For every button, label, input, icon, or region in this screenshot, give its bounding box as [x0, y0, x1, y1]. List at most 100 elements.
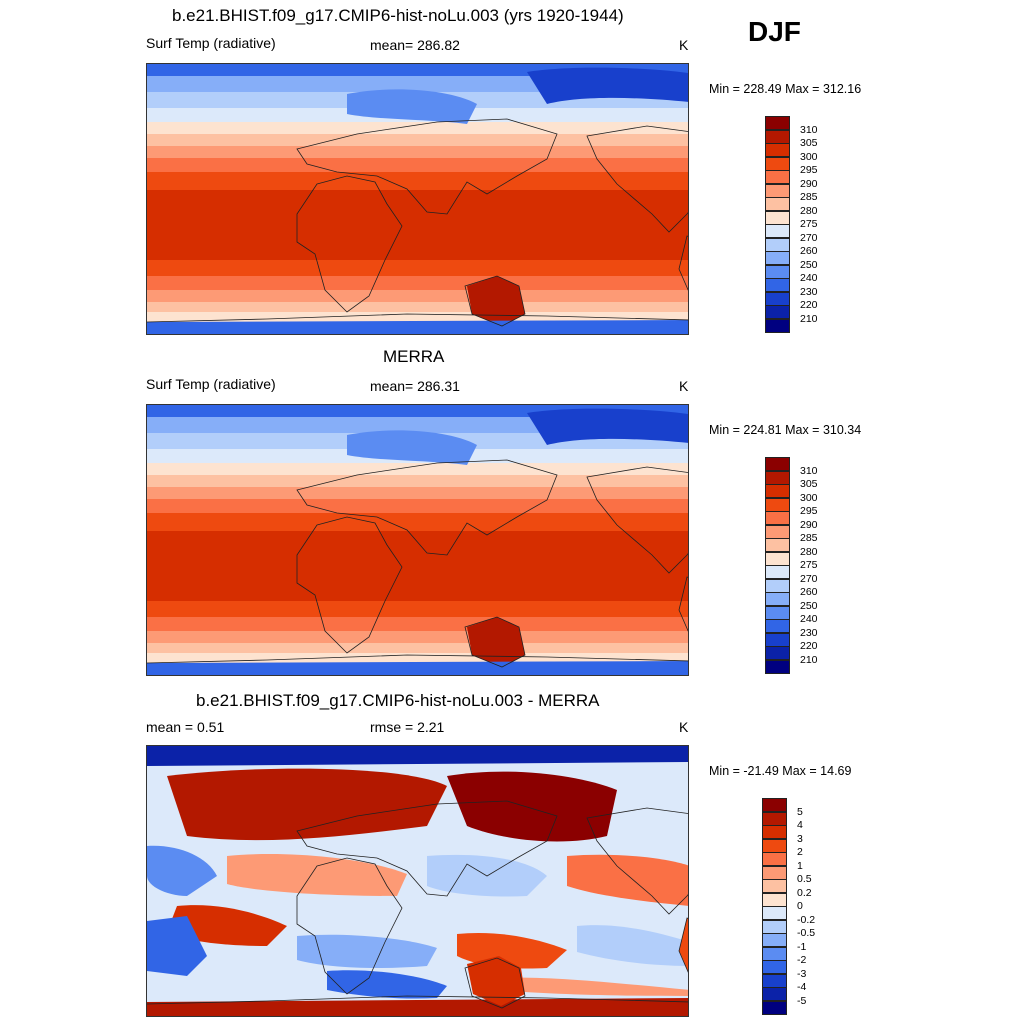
colorbar-tick-label: -2: [797, 954, 807, 966]
colorbar-tick-label: 270: [800, 572, 818, 585]
colorbar-swatch: [765, 497, 790, 512]
colorbar-tick-label: 290: [800, 177, 818, 190]
colorbar-swatch: [765, 592, 790, 606]
colorbar-swatch: [762, 879, 787, 893]
colorbar-swatch: [765, 619, 790, 633]
colorbar-swatch: [765, 457, 790, 471]
colorbar-swatch: [765, 291, 790, 306]
colorbar-swatch: [765, 170, 790, 184]
panel2-variable-label: Surf Temp (radiative): [146, 376, 276, 392]
colorbar-swatch: [762, 892, 787, 907]
colorbar-tick-label: -4: [797, 981, 807, 993]
colorbar-tick-label: 290: [800, 518, 818, 531]
colorbar-swatch: [762, 852, 787, 866]
colorbar-swatch: [765, 538, 790, 552]
colorbar-swatch: [762, 825, 787, 839]
colorbar-tick-label: -1: [797, 940, 807, 953]
colorbar-tick-label: 5: [797, 805, 803, 818]
colorbar-swatch: [762, 811, 787, 826]
season-label: DJF: [748, 16, 801, 47]
colorbar-swatch: [765, 278, 790, 292]
colorbar-tick-label: 220: [800, 640, 818, 652]
colorbar-swatch: [765, 305, 790, 319]
colorbar-swatch: [765, 524, 790, 539]
colorbar-tick-label: 210: [800, 312, 818, 325]
colorbar-swatch: [765, 484, 790, 498]
colorbar-tick-label: 240: [800, 613, 818, 625]
colorbar-swatch: [765, 511, 790, 525]
colorbar-tick-label: 295: [800, 505, 818, 517]
colorbar-tick-label: 0: [797, 900, 803, 912]
colorbar-tick-label: 2: [797, 846, 803, 858]
colorbar-swatch: [762, 1000, 787, 1015]
colorbar-swatch: [765, 251, 790, 265]
colorbar-swatch: [765, 129, 790, 144]
panel3-rmse-label: rmse = 2.21: [370, 719, 445, 735]
colorbar-swatch: [765, 659, 790, 674]
colorbar-swatch: [762, 838, 787, 853]
colorbar-swatch: [765, 224, 790, 238]
colorbar-tick-label: 250: [800, 599, 818, 612]
colorbar-tick-label: 285: [800, 191, 818, 203]
colorbar-swatch: [762, 919, 787, 934]
colorbar-swatch: [765, 156, 790, 171]
colorbar-swatch: [765, 578, 790, 593]
colorbar-tick-label: 230: [800, 285, 818, 298]
panel1-units-label: K: [679, 37, 689, 53]
panel2-mean-label: mean= 286.31: [370, 378, 460, 394]
colorbar-swatch: [765, 318, 790, 333]
colorbar-swatch: [762, 987, 787, 1001]
panel2-title: MERRA: [383, 347, 445, 366]
colorbar-swatch: [765, 646, 790, 660]
colorbar-tick-label: 300: [800, 491, 818, 504]
panel3-map: [146, 745, 689, 1017]
colorbar-tick-label: -0.5: [797, 927, 816, 939]
panel2-minmax-label: Min = 224.81 Max = 310.34: [709, 423, 862, 437]
colorbar-tick-label: 295: [800, 164, 818, 176]
colorbar-tick-label: -0.2: [797, 913, 816, 926]
panel1-map: [146, 63, 689, 335]
colorbar-swatch: [765, 197, 790, 211]
colorbar-tick-label: 230: [800, 626, 818, 639]
colorbar-swatch: [765, 237, 790, 252]
colorbar-tick-label: 310: [800, 123, 818, 136]
colorbar-swatch: [765, 116, 790, 130]
colorbar-tick-label: 0.2: [797, 886, 812, 899]
colorbar-tick-label: 1: [797, 859, 803, 872]
colorbar-tick-label: 275: [800, 218, 818, 230]
panel1-title: b.e21.BHIST.f09_g17.CMIP6-hist-noLu.003 …: [172, 6, 624, 25]
colorbar-tick-label: -3: [797, 967, 807, 980]
colorbar-tick-label: 305: [800, 478, 818, 490]
panel3-mean-label: mean = 0.51: [146, 719, 225, 735]
colorbar-swatch: [765, 183, 790, 198]
colorbar-swatch: [765, 210, 790, 225]
colorbar-tick-label: 310: [800, 464, 818, 477]
colorbar-swatch: [762, 933, 787, 947]
panel3-minmax-label: Min = -21.49 Max = 14.69: [709, 764, 852, 778]
colorbar-swatch: [765, 470, 790, 485]
colorbar-swatch: [762, 798, 787, 812]
colorbar-tick-label: 240: [800, 272, 818, 284]
colorbar-tick-label: 305: [800, 137, 818, 149]
colorbar-swatch: [765, 565, 790, 579]
colorbar-swatch: [765, 605, 790, 620]
colorbar-swatch: [765, 632, 790, 647]
colorbar-tick-label: 260: [800, 586, 818, 598]
colorbar-tick-label: 280: [800, 545, 818, 558]
colorbar-swatch: [762, 960, 787, 974]
panel2-units-label: K: [679, 378, 689, 394]
panel1-variable-label: Surf Temp (radiative): [146, 35, 276, 51]
panel1-mean-label: mean= 286.82: [370, 37, 460, 53]
colorbar-tick-label: -5: [797, 994, 807, 1007]
colorbar-tick-label: 3: [797, 832, 803, 845]
panel1-minmax-label: Min = 228.49 Max = 312.16: [709, 82, 862, 96]
colorbar-tick-label: 4: [797, 819, 803, 831]
panel2-map: [146, 404, 689, 676]
colorbar-swatch: [762, 946, 787, 961]
colorbar-swatch: [765, 264, 790, 279]
colorbar-tick-label: 260: [800, 245, 818, 257]
colorbar-tick-label: 0.5: [797, 873, 812, 885]
panel3-units-label: K: [679, 719, 689, 735]
colorbar-tick-label: 285: [800, 532, 818, 544]
colorbar-tick-label: 300: [800, 150, 818, 163]
